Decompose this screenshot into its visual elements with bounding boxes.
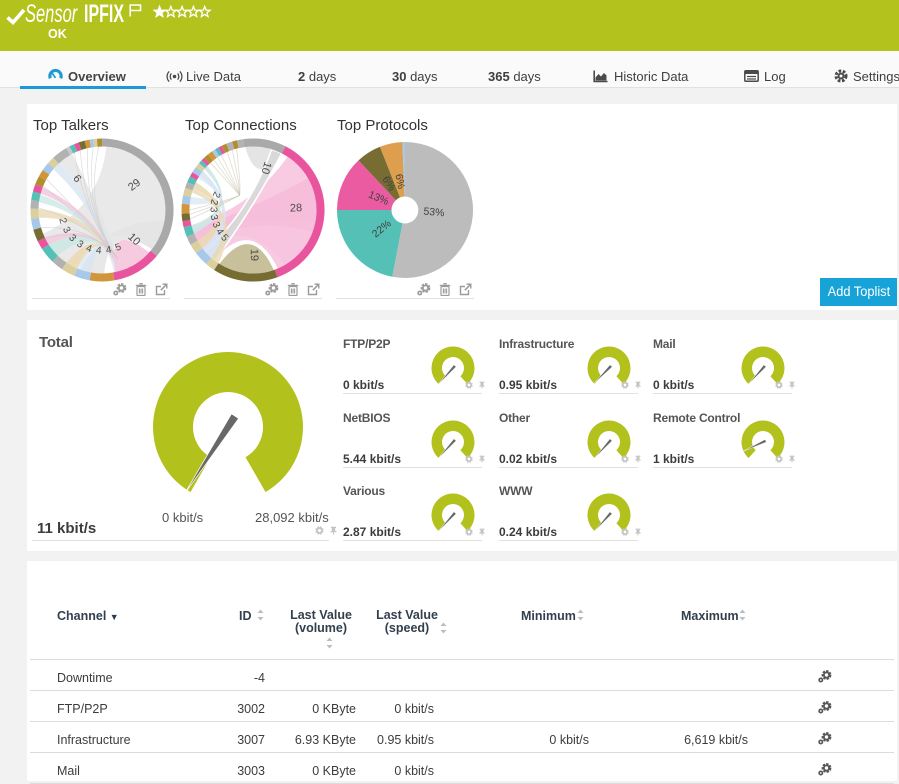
svg-text:2: 2 [56,217,68,226]
svg-text:6%: 6% [392,173,407,190]
svg-text:2: 2 [208,198,220,206]
svg-text:4: 4 [105,245,113,257]
svg-text:53%: 53% [423,206,445,220]
svg-text:4: 4 [84,243,93,255]
svg-text:3: 3 [74,238,85,250]
svg-text:3: 3 [207,207,218,213]
svg-text:3: 3 [210,220,222,230]
svg-text:5: 5 [114,241,124,253]
svg-text:10: 10 [258,160,273,175]
svg-text:3: 3 [66,233,78,245]
svg-text:3: 3 [60,225,73,236]
svg-text:4: 4 [213,227,225,238]
svg-text:2: 2 [210,190,222,200]
svg-text:5: 5 [218,232,230,244]
svg-text:4: 4 [95,245,102,256]
svg-text:28: 28 [290,202,303,214]
svg-text:29: 29 [126,177,143,194]
svg-text:19: 19 [248,249,260,261]
svg-text:3: 3 [208,214,220,222]
